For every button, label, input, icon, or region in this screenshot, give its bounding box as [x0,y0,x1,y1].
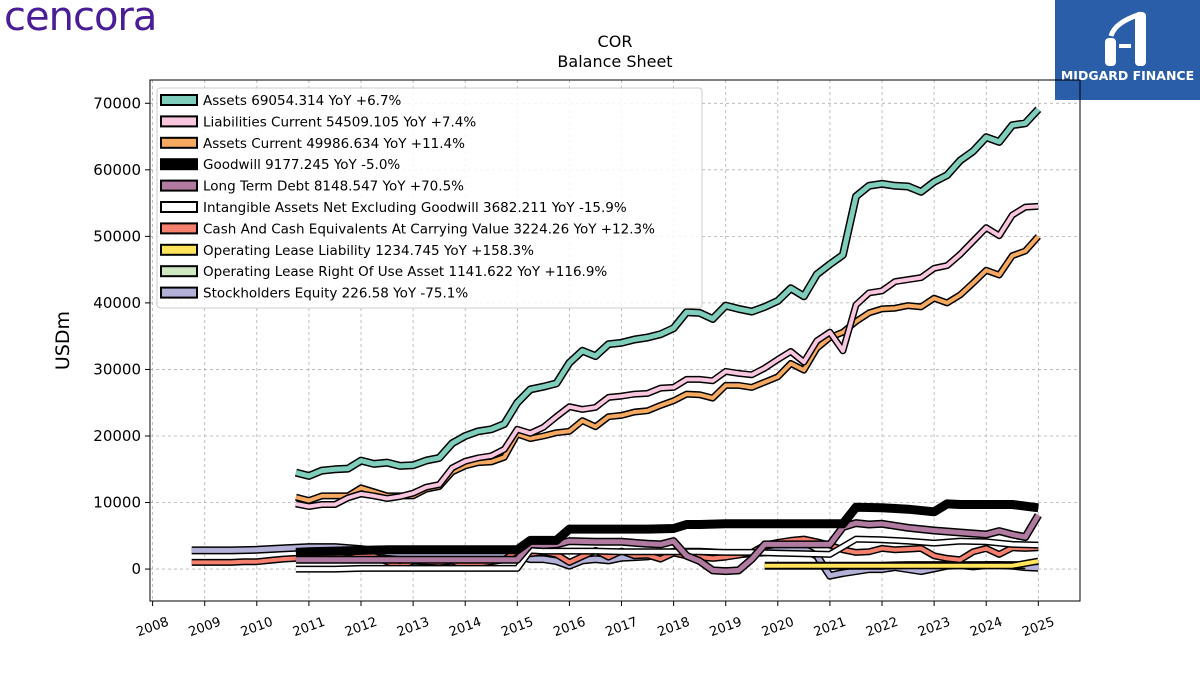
legend-swatch [160,286,198,299]
legend-swatch [160,136,198,149]
legend-swatch [160,265,198,278]
series-operating-lease-liability [764,557,1039,570]
midgard-finance-label: MIDGARD FINANCE [1060,68,1195,83]
legend-swatch [160,94,198,106]
series-lines [191,106,1042,580]
x-tick-label: 2023 [916,615,952,640]
chart-title: COR [597,32,633,51]
y-tick-label: 30000 [93,360,141,378]
y-tick-label: 40000 [93,294,141,312]
x-tick-label: 2020 [760,615,796,640]
legend: Assets 69054.314 YoY +6.7% Liabilities Cu… [156,87,703,309]
legend-label: Cash And Cash Equivalents At Carrying Va… [203,221,655,237]
legend-label: Liabilities Current 54509.105 YoY +7.4% [203,114,476,130]
y-axis-label: USDm [52,311,74,370]
y-tick-label: 10000 [93,494,141,512]
legend-swatch [160,158,198,171]
x-tick-label: 2018 [656,615,692,640]
x-tick-label: 2021 [812,615,848,640]
series-line [764,559,1039,568]
x-tick-label: 2014 [447,615,483,640]
x-tick-label: 2017 [604,615,640,640]
x-tick-label: 2012 [343,615,379,640]
legend-swatch [160,201,198,213]
x-tick-label: 2009 [187,615,223,640]
legend-swatch [160,179,198,192]
series-assets [294,106,1042,480]
legend-swatch [160,243,198,256]
chart-subtitle: Balance Sheet [557,52,673,71]
x-tick-label: 2010 [239,615,275,640]
x-tick-label: 2008 [135,615,171,640]
series-line [295,500,1039,556]
series-line [295,513,1041,574]
x-tick-label: 2019 [708,615,744,640]
legend-label: Goodwill 9177.245 YoY -5.0% [203,157,400,173]
legend-label: Assets 69054.314 YoY +6.7% [203,93,402,109]
legend-label: Long Term Debt 8148.547 YoY +70.5% [203,179,464,195]
y-tick-label: 0 [131,560,141,578]
legend-label: Operating Lease Right Of Use Asset 1141.… [203,264,607,280]
legend-label: Intangible Assets Net Excluding Goodwill… [203,200,627,216]
x-tick-label: 2015 [499,615,535,640]
series-line [295,204,1039,509]
series-line [295,107,1041,479]
legend-label: Operating Lease Liability 1234.745 YoY +… [203,243,534,259]
midgard-logo-icon [1105,11,1146,66]
series-goodwill [295,499,1039,557]
y-tick-label: 70000 [93,94,141,112]
y-tick-label: 20000 [93,427,141,445]
plot-frame [149,79,1081,602]
legend-label: Assets Current 49986.634 YoY +11.4% [203,136,465,152]
x-tick-label: 2024 [968,615,1004,640]
series-intangible-assets-net-excluding-goodwill [295,535,1039,573]
x-tick-label: 2022 [864,615,900,640]
x-tick-label: 2016 [551,615,587,640]
legend-box [156,87,703,309]
legend-swatch [160,115,198,128]
y-tick-label: 50000 [93,227,141,245]
series-liabilities-current [295,202,1039,510]
series-long-term-debt [295,513,1042,576]
legend-swatch [160,222,198,235]
midgard-finance-badge: MIDGARD FINANCE [1055,0,1200,100]
y-tick-label: 60000 [93,161,141,179]
x-tick-label: 2013 [395,615,431,640]
legend-label: Stockholders Equity 226.58 YoY -75.1% [203,286,468,302]
cencora-logo: cencora [4,0,157,40]
series-line [295,537,1039,572]
x-tick-label: 2011 [291,615,327,640]
x-tick-label: 2025 [1020,615,1056,640]
